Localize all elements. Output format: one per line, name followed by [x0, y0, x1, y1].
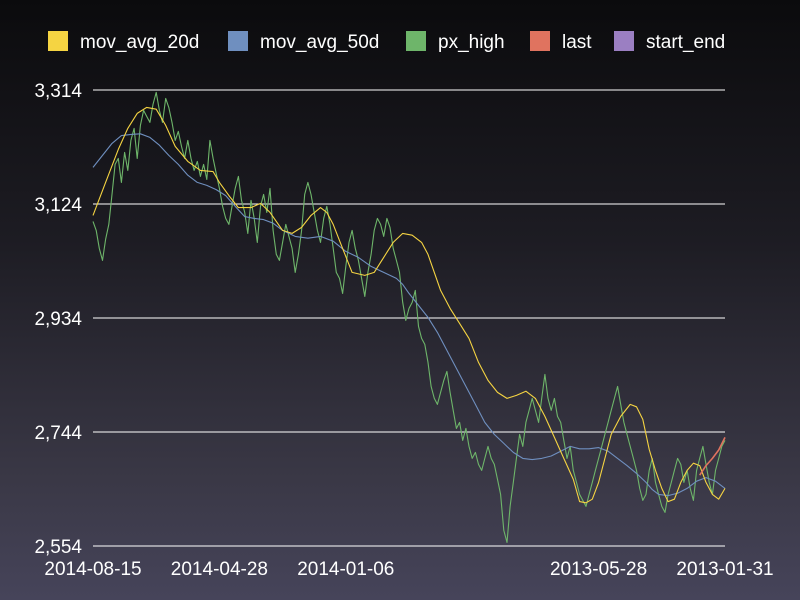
- legend-item-mov_avg_50d: mov_avg_50d: [228, 31, 379, 53]
- y-tick-label: 2,744: [34, 423, 82, 444]
- legend-swatch: [228, 31, 248, 51]
- legend-item-mov_avg_20d: mov_avg_20d: [48, 31, 199, 53]
- series-line-last: [699, 437, 726, 476]
- legend-swatch: [614, 31, 634, 51]
- legend-label: px_high: [438, 32, 505, 53]
- x-tick-label: 2013-05-28: [550, 559, 647, 580]
- y-axis-ticks: 3,314 3,124 2,934 2,744 2,554: [34, 81, 82, 558]
- legend-item-start_end: start_end: [614, 31, 725, 53]
- x-tick-label: 2014-01-06: [297, 559, 394, 580]
- legend-label: mov_avg_20d: [80, 32, 199, 53]
- y-tick-label: 2,934: [34, 309, 82, 330]
- legend-swatch: [48, 31, 68, 51]
- legend-label: start_end: [646, 32, 725, 53]
- legend-swatch: [530, 31, 550, 51]
- legend-item-last: last: [530, 31, 592, 53]
- legend-swatch: [406, 31, 426, 51]
- legend-item-px_high: px_high: [406, 31, 505, 53]
- y-tick-label: 3,314: [34, 81, 82, 102]
- x-axis-ticks: 2014-08-15 2014-04-28 2014-01-06 2013-05-28…: [44, 559, 773, 580]
- series-line-px_high: [92, 91, 726, 543]
- legend-label: mov_avg_50d: [260, 32, 379, 53]
- grid-lines: [93, 89, 725, 547]
- x-tick-label: 2014-08-15: [44, 559, 141, 580]
- y-tick-label: 3,124: [34, 195, 82, 216]
- legend-label: last: [562, 32, 592, 53]
- series-line-mov_avg_50d: [92, 133, 726, 497]
- series-line-mov_avg_20d: [92, 106, 726, 504]
- plot-area: [92, 91, 726, 543]
- x-tick-label: 2013-01-31: [676, 559, 773, 580]
- x-tick-label: 2014-04-28: [171, 559, 268, 580]
- legend: mov_avg_20d mov_avg_50d px_high last start_e…: [48, 31, 725, 53]
- y-tick-label: 2,554: [34, 537, 82, 558]
